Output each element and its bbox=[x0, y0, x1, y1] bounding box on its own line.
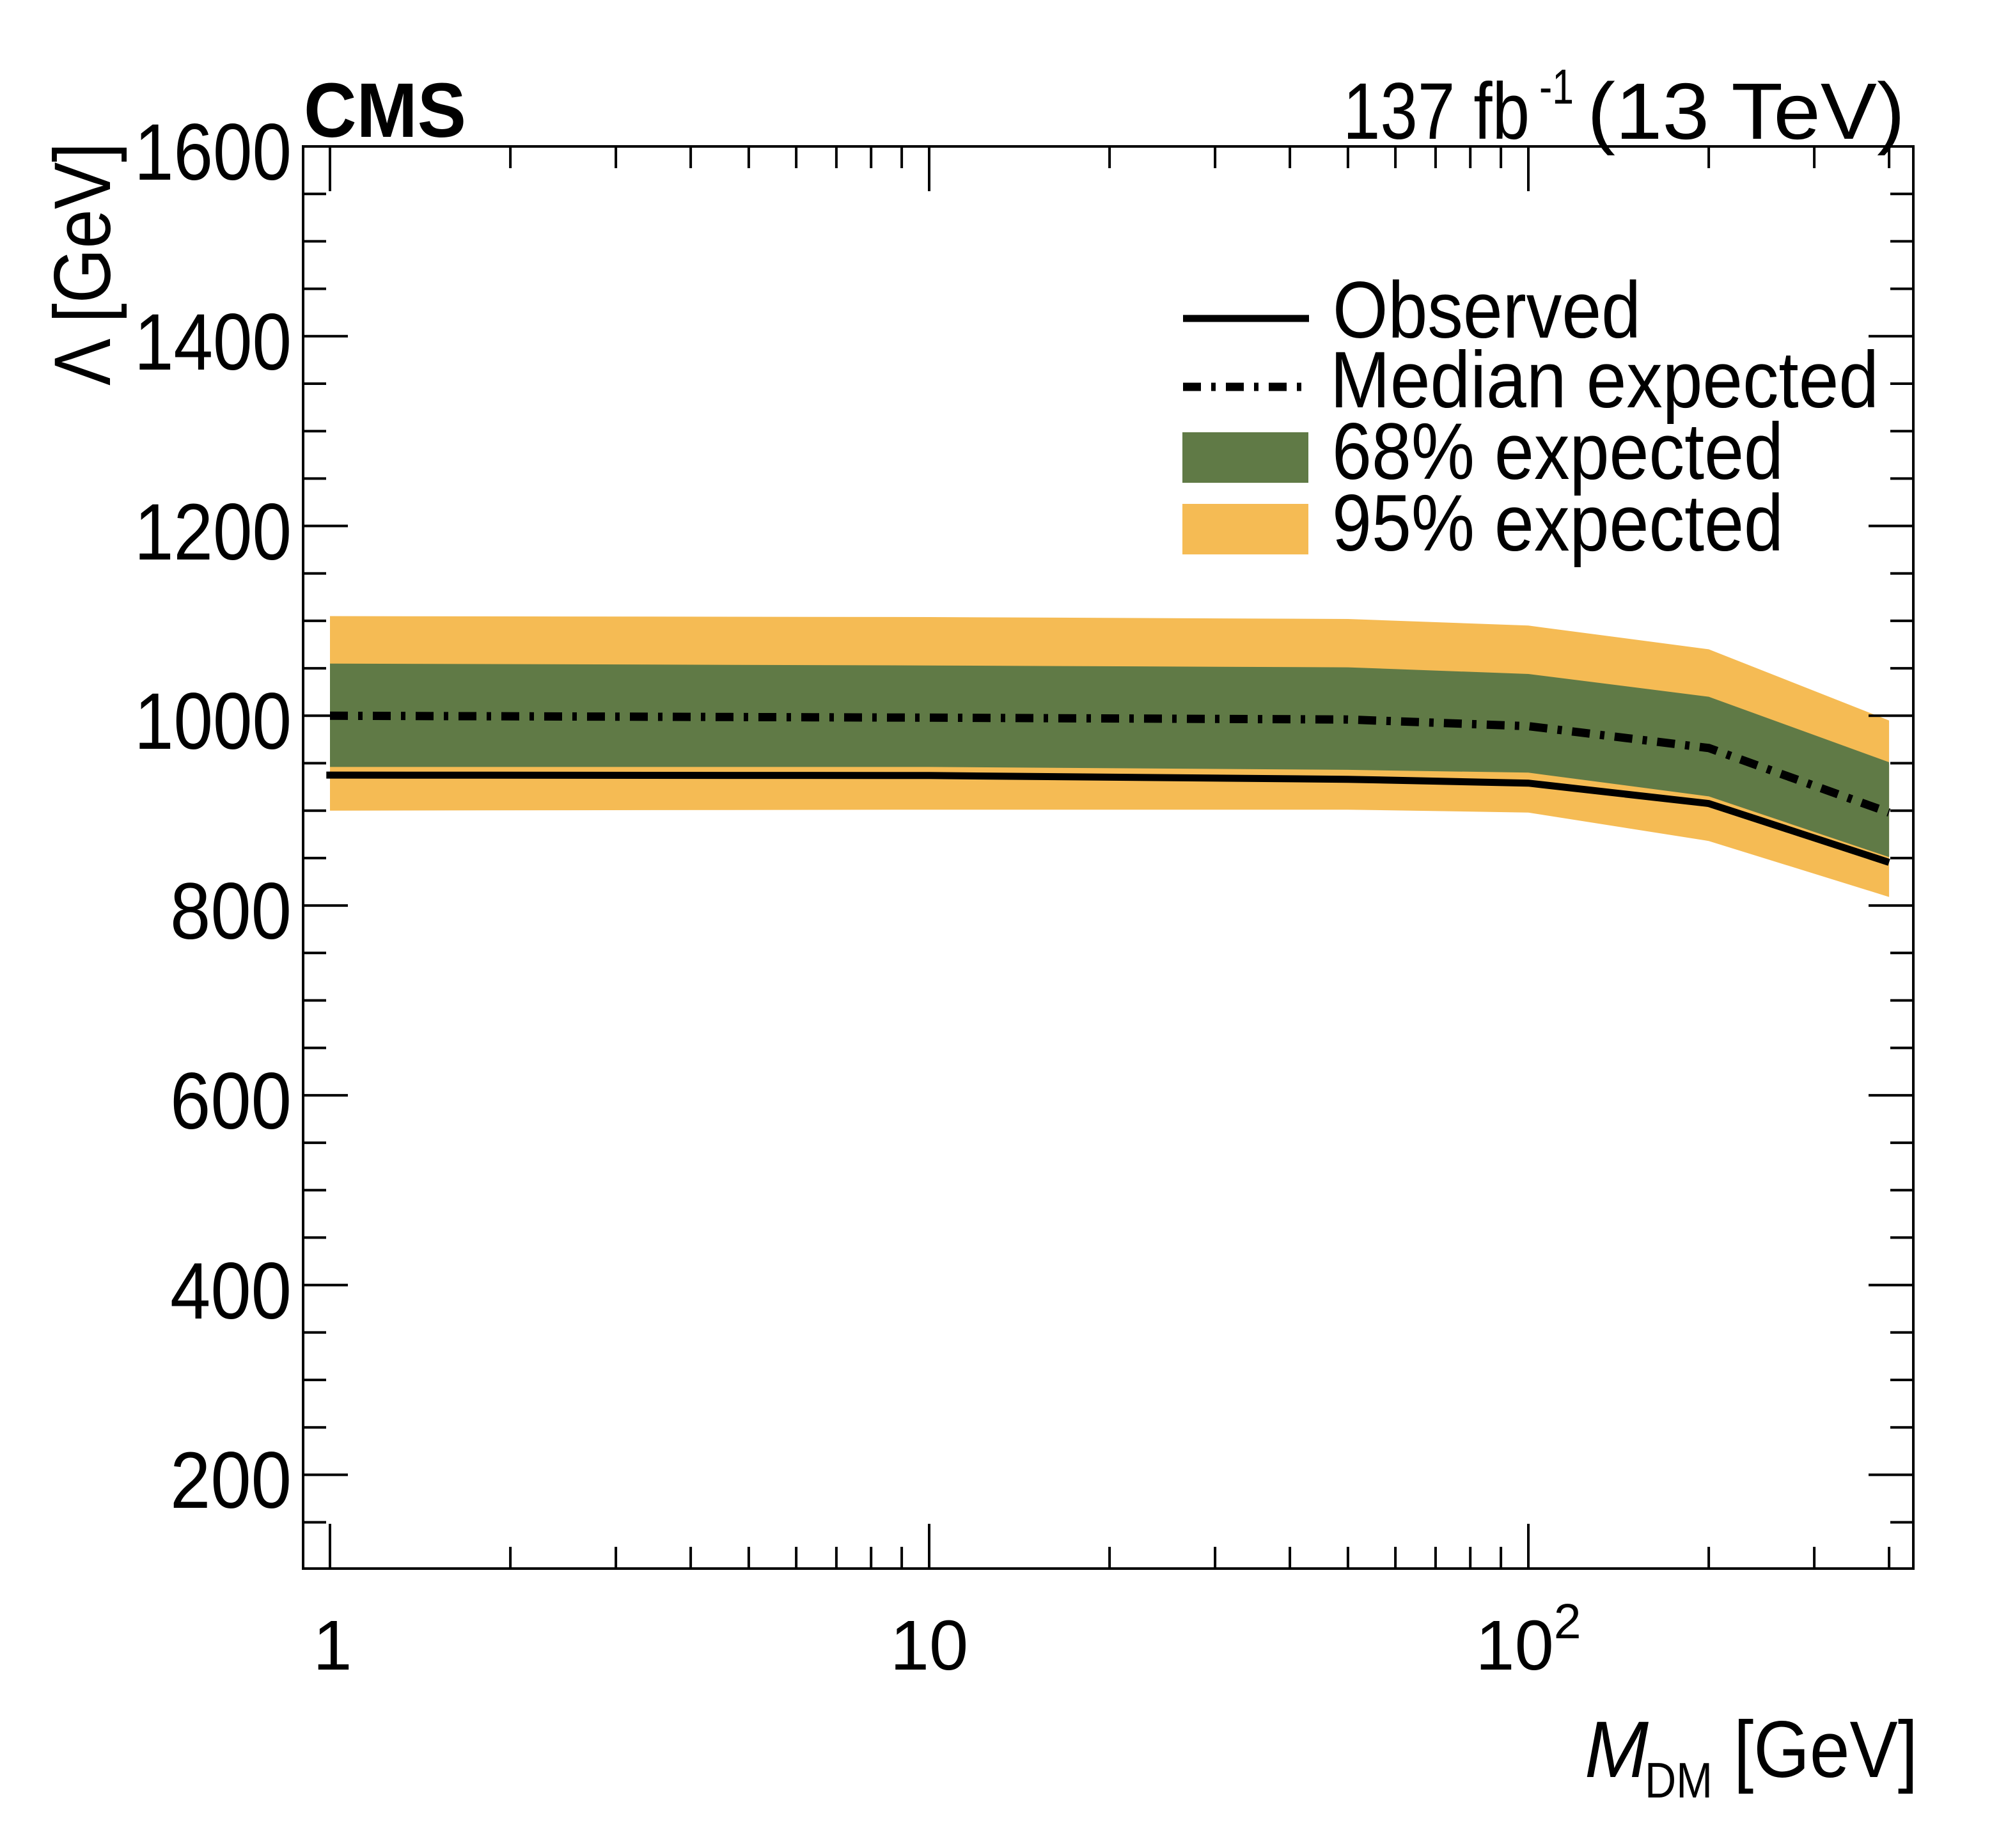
svg-text:DM: DM bbox=[1645, 1752, 1713, 1808]
svg-text:M: M bbox=[1585, 1705, 1649, 1794]
svg-text:200: 200 bbox=[170, 1436, 292, 1525]
svg-text:137 fb: 137 fb bbox=[1343, 67, 1530, 156]
svg-text:10: 10 bbox=[890, 1606, 968, 1685]
svg-text:CMS: CMS bbox=[304, 67, 466, 153]
svg-text:68% expected: 68% expected bbox=[1332, 407, 1784, 496]
svg-text:[GeV]: [GeV] bbox=[1734, 1705, 1918, 1794]
svg-text:95% expected: 95% expected bbox=[1332, 479, 1784, 568]
svg-text:1000: 1000 bbox=[134, 677, 292, 766]
svg-text:1200: 1200 bbox=[134, 488, 292, 577]
svg-text:800: 800 bbox=[170, 867, 292, 956]
svg-text:1: 1 bbox=[313, 1606, 352, 1685]
svg-text:102: 102 bbox=[1475, 1594, 1581, 1685]
svg-text:-1: -1 bbox=[1539, 59, 1574, 114]
svg-text:400: 400 bbox=[170, 1247, 292, 1336]
svg-text:Observed: Observed bbox=[1333, 266, 1641, 355]
svg-text:1600: 1600 bbox=[134, 108, 292, 197]
svg-text:600: 600 bbox=[170, 1057, 292, 1146]
svg-text:Λ [GeV]: Λ [GeV] bbox=[38, 143, 127, 386]
svg-text:(13 TeV): (13 TeV) bbox=[1587, 67, 1905, 156]
svg-text:Median expected: Median expected bbox=[1330, 336, 1879, 425]
svg-text:1400: 1400 bbox=[134, 298, 292, 387]
